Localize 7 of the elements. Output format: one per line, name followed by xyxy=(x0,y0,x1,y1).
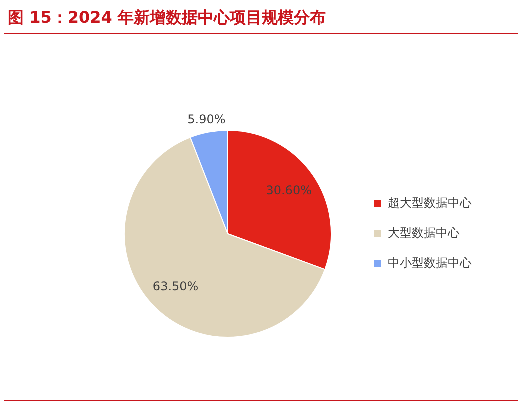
data-label: 30.60% xyxy=(266,183,312,198)
chart-title: 图 15：2024 年新增数据中心项目规模分布 xyxy=(8,8,326,29)
data-label: 63.50% xyxy=(152,279,199,294)
legend-label: 中小型数据中心 xyxy=(388,256,472,270)
data-label: 5.90% xyxy=(188,112,226,127)
legend-label: 超大型数据中心 xyxy=(388,196,472,210)
legend-label: 大型数据中心 xyxy=(388,226,460,240)
